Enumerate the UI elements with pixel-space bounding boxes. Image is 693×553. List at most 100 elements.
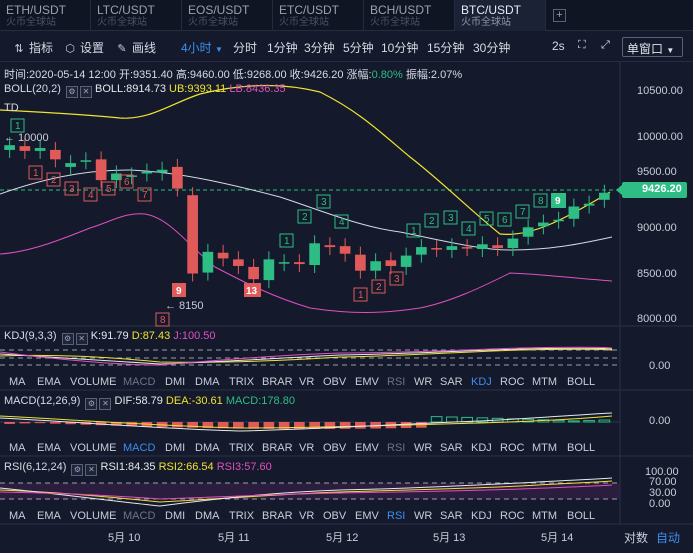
ind-btn-emv[interactable]: EMV: [355, 510, 379, 522]
ind-btn-boll[interactable]: BOLL: [567, 510, 596, 522]
settings-button[interactable]: ⬡ 设置: [64, 39, 104, 56]
ind-btn-wr[interactable]: WR: [414, 376, 433, 388]
ind-btn-vr[interactable]: VR: [299, 376, 315, 388]
ind-btn-ma[interactable]: MA: [9, 376, 26, 388]
chart-area[interactable]: 1 1 2 3 4 5 6 7 8 9 13 1 2 3 4 1 2 3 1 2…: [0, 62, 693, 553]
ind-btn-dma[interactable]: DMA: [195, 376, 220, 388]
ind-btn-ma[interactable]: MA: [9, 510, 26, 522]
ind-btn-sar[interactable]: SAR: [440, 442, 463, 454]
ind-btn-kdj[interactable]: KDJ: [471, 510, 492, 522]
tab-exchange: 火币全球站: [6, 17, 56, 28]
ind-btn-brar[interactable]: BRAR: [262, 376, 293, 388]
ind-btn-obv[interactable]: OBV: [323, 376, 347, 388]
ind-btn-emv[interactable]: EMV: [355, 376, 379, 388]
candle: [538, 222, 549, 227]
candle: [446, 246, 458, 250]
indicator-button[interactable]: ⇅ 指标: [13, 39, 53, 56]
ind-btn-sar[interactable]: SAR: [440, 376, 463, 388]
ind-btn-volume[interactable]: VOLUME: [70, 442, 117, 454]
ind-btn-trix[interactable]: TRIX: [229, 510, 255, 522]
ind-btn-volume[interactable]: VOLUME: [70, 376, 117, 388]
tab-btc-usdt[interactable]: BTC/USDT 火币全球站: [455, 0, 546, 31]
ind-btn-vr[interactable]: VR: [299, 442, 315, 454]
ind-btn-roc[interactable]: ROC: [500, 510, 525, 522]
ind-btn-emv[interactable]: EMV: [355, 442, 379, 454]
td-marker-label: 1: [15, 121, 21, 132]
ind-btn-roc[interactable]: ROC: [500, 376, 525, 388]
gear-icon[interactable]: ⚙: [85, 398, 98, 410]
add-tab-button[interactable]: +: [553, 9, 566, 22]
period-10m[interactable]: 10分钟: [381, 41, 419, 55]
indicator-icon: ⇅: [14, 43, 24, 55]
ind-btn-brar[interactable]: BRAR: [262, 510, 293, 522]
ind-btn-vr[interactable]: VR: [299, 510, 315, 522]
gear-icon[interactable]: ⚙: [65, 86, 78, 98]
ind-btn-rsi[interactable]: RSI: [387, 442, 406, 454]
ind-btn-ema[interactable]: EMA: [37, 376, 61, 388]
candle: [248, 266, 259, 280]
tab-etc-usdt[interactable]: ETC/USDT 火币全球站: [273, 0, 364, 31]
window-mode-select[interactable]: 单窗口 ▼: [622, 37, 683, 57]
period-1m[interactable]: 1分钟: [267, 41, 298, 55]
ind-btn-kdj[interactable]: KDJ: [471, 442, 492, 454]
ind-btn-roc[interactable]: ROC: [500, 442, 525, 454]
fullscreen-icon[interactable]: ⛶: [578, 39, 586, 51]
period-5m[interactable]: 5分钟: [343, 41, 374, 55]
ind-btn-ema[interactable]: EMA: [37, 442, 61, 454]
ind-btn-mtm[interactable]: MTM: [532, 442, 558, 454]
ind-btn-mtm[interactable]: MTM: [532, 376, 558, 388]
td-marker-label: 7: [520, 207, 526, 218]
period-30m[interactable]: 30分钟: [473, 41, 511, 55]
period-3m[interactable]: 3分钟: [304, 41, 335, 55]
rsi1-value: RSI1:84.35: [100, 461, 156, 473]
period-timeline[interactable]: 分时: [233, 41, 258, 55]
tab-eth-usdt[interactable]: ETH/USDT 火币全球站: [0, 0, 91, 31]
period-15m[interactable]: 15分钟: [427, 41, 465, 55]
period-4h[interactable]: 4小时 ▼: [181, 39, 223, 56]
ind-btn-kdj[interactable]: KDJ: [471, 376, 492, 388]
draw-line-button[interactable]: ✎ 画线: [116, 39, 156, 56]
boll-ub-value: UB:9393.11: [169, 83, 227, 95]
ind-btn-obv[interactable]: OBV: [323, 510, 347, 522]
ind-btn-brar[interactable]: BRAR: [262, 442, 293, 454]
log-scale-button[interactable]: 对数: [624, 531, 649, 545]
macd-legend: MACD(12,26,9) ⚙ ✕ DIF:58.79 DEA:-30.61 MA…: [4, 395, 295, 410]
refresh-interval[interactable]: 2s: [552, 39, 565, 53]
tab-bch-usdt[interactable]: BCH/USDT 火币全球站: [364, 0, 455, 31]
ind-btn-boll[interactable]: BOLL: [567, 376, 596, 388]
ind-btn-macd[interactable]: MACD: [123, 510, 156, 522]
ind-btn-macd[interactable]: MACD: [123, 376, 156, 388]
ind-btn-volume[interactable]: VOLUME: [70, 510, 117, 522]
expand-icon[interactable]: ⤢: [601, 39, 610, 51]
close-icon[interactable]: ✕: [85, 464, 98, 476]
close-icon[interactable]: ✕: [99, 398, 112, 410]
candle: [4, 145, 15, 150]
td-marker-label: 1: [358, 290, 364, 301]
ind-btn-rsi[interactable]: RSI: [387, 510, 406, 522]
tab-ltc-usdt[interactable]: LTC/USDT 火币全球站: [91, 0, 182, 31]
ind-btn-trix[interactable]: TRIX: [229, 376, 255, 388]
ind-btn-rsi[interactable]: RSI: [387, 376, 406, 388]
close-icon[interactable]: ✕: [75, 333, 88, 345]
ind-btn-dmi[interactable]: DMI: [165, 510, 186, 522]
ind-btn-wr[interactable]: WR: [414, 442, 433, 454]
ind-btn-dma[interactable]: DMA: [195, 510, 220, 522]
ind-btn-boll[interactable]: BOLL: [567, 442, 596, 454]
ind-btn-wr[interactable]: WR: [414, 510, 433, 522]
ind-btn-dmi[interactable]: DMI: [165, 442, 186, 454]
ind-btn-dmi[interactable]: DMI: [165, 376, 186, 388]
gear-icon[interactable]: ⚙: [61, 333, 74, 345]
ind-btn-trix[interactable]: TRIX: [229, 442, 255, 454]
close-icon[interactable]: ✕: [79, 86, 92, 98]
tab-eos-usdt[interactable]: EOS/USDT 火币全球站: [182, 0, 273, 31]
ind-btn-ema[interactable]: EMA: [37, 510, 61, 522]
ind-btn-ma[interactable]: MA: [9, 442, 26, 454]
ind-btn-sar[interactable]: SAR: [440, 510, 463, 522]
ind-btn-macd[interactable]: MACD: [123, 442, 156, 454]
ind-btn-mtm[interactable]: MTM: [532, 510, 558, 522]
auto-scale-button[interactable]: 自动: [656, 531, 681, 545]
gear-icon[interactable]: ⚙: [71, 464, 84, 476]
ind-btn-dma[interactable]: DMA: [195, 442, 220, 454]
ind-btn-obv[interactable]: OBV: [323, 442, 347, 454]
macd-bar: [4, 422, 15, 424]
